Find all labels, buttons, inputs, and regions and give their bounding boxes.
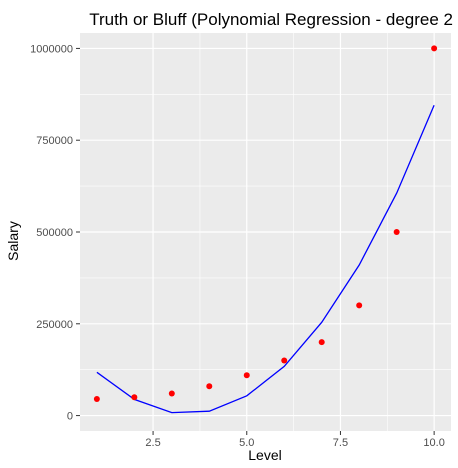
data-point	[243, 372, 250, 379]
regression-line	[96, 105, 435, 414]
y-axis: 0 250000 500000 750000 1000000	[30, 43, 80, 423]
major-gridlines	[80, 33, 451, 431]
y-tick-label: 750000	[36, 135, 73, 147]
data-point	[281, 357, 288, 364]
y-axis-title: Salary	[5, 221, 21, 261]
data-point	[318, 339, 325, 346]
x-axis: 2.5 5.0 7.5 10.0	[145, 431, 445, 449]
x-tick-label: 10.0	[423, 437, 444, 449]
data-point	[131, 394, 138, 401]
y-tick-label: 1000000	[30, 43, 73, 55]
chart-title: Truth or Bluff (Polynomial Regression - …	[89, 10, 453, 29]
data-point	[168, 390, 175, 397]
y-tick-label: 0	[67, 411, 73, 423]
x-axis-title: Level	[248, 447, 281, 463]
data-point	[356, 302, 363, 309]
x-tick-label: 5.0	[239, 437, 254, 449]
x-tick-label: 7.5	[333, 437, 348, 449]
data-point	[206, 383, 213, 390]
x-tick-label: 2.5	[145, 437, 160, 449]
data-point	[393, 229, 400, 235]
y-tick-label: 250000	[36, 319, 73, 331]
y-tick-label: 500000	[36, 227, 73, 239]
data-point	[93, 396, 100, 403]
data-point	[431, 45, 438, 52]
series-layer	[93, 45, 438, 414]
